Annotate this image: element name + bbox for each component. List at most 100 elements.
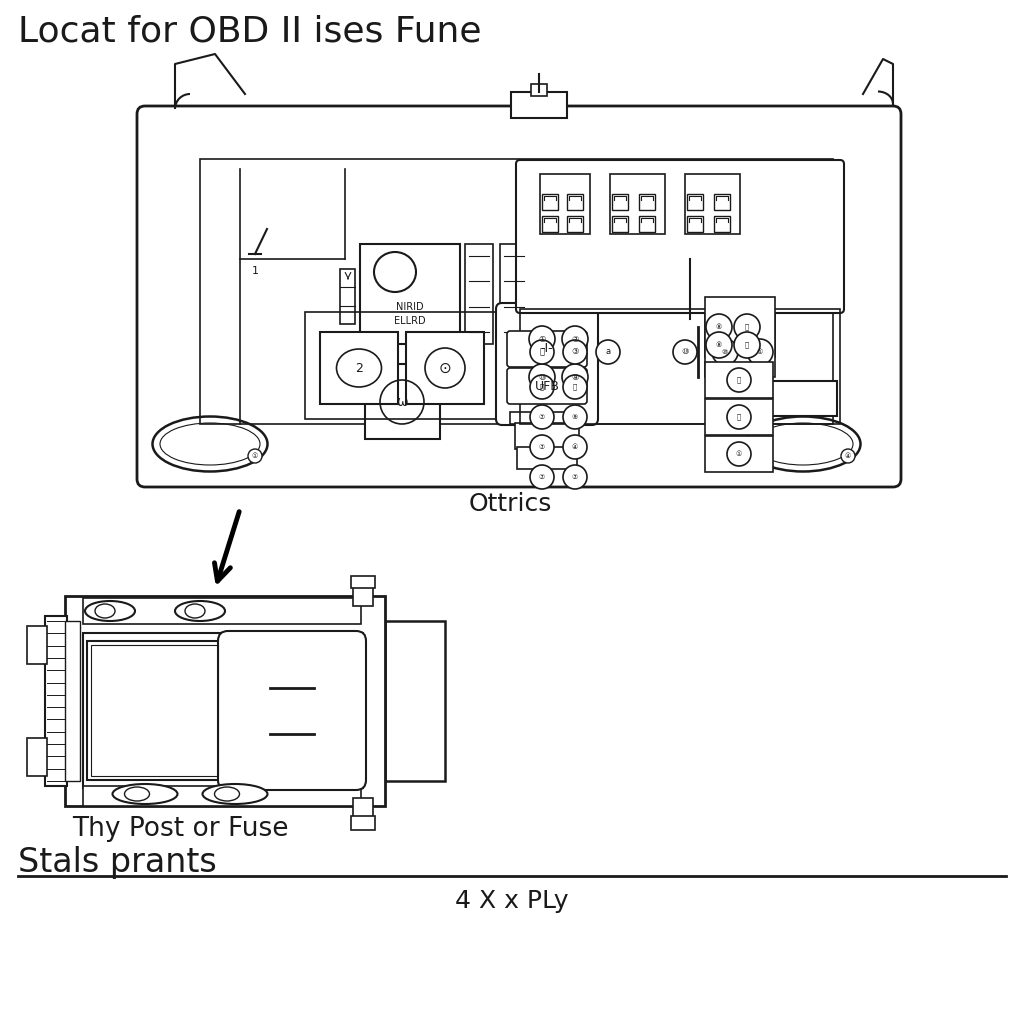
FancyBboxPatch shape: [639, 194, 655, 210]
FancyBboxPatch shape: [705, 362, 773, 398]
FancyBboxPatch shape: [612, 194, 628, 210]
FancyBboxPatch shape: [365, 364, 440, 439]
Circle shape: [706, 332, 732, 358]
Text: ①: ①: [736, 451, 742, 457]
Text: ⑨: ⑨: [571, 414, 579, 420]
FancyBboxPatch shape: [500, 244, 528, 344]
FancyBboxPatch shape: [65, 621, 80, 781]
Circle shape: [563, 375, 587, 399]
FancyBboxPatch shape: [687, 194, 703, 210]
Text: ω: ω: [396, 395, 408, 409]
Circle shape: [727, 406, 751, 429]
FancyBboxPatch shape: [351, 816, 375, 830]
Circle shape: [530, 406, 554, 429]
FancyBboxPatch shape: [540, 174, 590, 234]
Text: -I-: -I-: [541, 341, 553, 354]
Ellipse shape: [214, 787, 240, 801]
FancyBboxPatch shape: [542, 194, 558, 210]
Text: ①: ①: [539, 335, 546, 343]
FancyBboxPatch shape: [705, 315, 775, 357]
FancyBboxPatch shape: [27, 626, 47, 664]
Circle shape: [746, 339, 773, 365]
Text: NIRID
ELLRD: NIRID ELLRD: [394, 302, 426, 326]
Ellipse shape: [113, 784, 177, 804]
FancyBboxPatch shape: [511, 92, 567, 118]
Text: ⑩: ⑩: [722, 349, 728, 355]
Circle shape: [248, 449, 262, 463]
Text: Ottrics: Ottrics: [468, 492, 552, 516]
Text: ①: ①: [757, 349, 763, 355]
Circle shape: [706, 314, 732, 340]
FancyBboxPatch shape: [610, 174, 665, 234]
Text: 1: 1: [252, 266, 258, 276]
Text: ⑦: ⑦: [571, 335, 579, 343]
FancyBboxPatch shape: [87, 641, 222, 780]
FancyBboxPatch shape: [705, 436, 773, 472]
Text: 4 X x PLy: 4 X x PLy: [456, 889, 568, 913]
FancyBboxPatch shape: [772, 381, 837, 416]
FancyBboxPatch shape: [353, 586, 373, 606]
Circle shape: [530, 435, 554, 459]
Text: ⑧: ⑧: [571, 373, 579, 382]
Text: ⑦: ⑦: [539, 444, 545, 450]
Circle shape: [563, 406, 587, 429]
FancyBboxPatch shape: [27, 738, 47, 776]
FancyBboxPatch shape: [507, 368, 587, 404]
FancyBboxPatch shape: [714, 194, 730, 210]
FancyBboxPatch shape: [639, 216, 655, 232]
FancyBboxPatch shape: [360, 244, 460, 344]
FancyBboxPatch shape: [218, 631, 366, 790]
Text: ⑩: ⑩: [681, 347, 689, 356]
Circle shape: [734, 314, 760, 340]
FancyBboxPatch shape: [705, 297, 775, 377]
Text: Locat for OBD II ises Fune: Locat for OBD II ises Fune: [18, 14, 481, 48]
FancyBboxPatch shape: [705, 399, 773, 435]
Text: ⊙: ⊙: [438, 360, 452, 376]
Text: ⑫: ⑫: [744, 342, 750, 348]
FancyBboxPatch shape: [567, 216, 583, 232]
Ellipse shape: [745, 417, 860, 471]
FancyBboxPatch shape: [340, 269, 355, 324]
Circle shape: [596, 340, 620, 364]
Text: ⑫: ⑫: [737, 377, 741, 383]
Text: ④: ④: [845, 453, 851, 459]
Circle shape: [529, 364, 555, 390]
FancyBboxPatch shape: [353, 798, 373, 818]
Ellipse shape: [185, 604, 205, 618]
FancyBboxPatch shape: [65, 596, 385, 806]
Circle shape: [529, 326, 555, 352]
Circle shape: [673, 340, 697, 364]
Text: ⑧: ⑧: [716, 342, 722, 348]
Text: ⑦: ⑦: [571, 474, 579, 480]
FancyBboxPatch shape: [685, 174, 740, 234]
Text: ⑦: ⑦: [539, 414, 545, 420]
FancyBboxPatch shape: [496, 303, 598, 425]
FancyBboxPatch shape: [137, 106, 901, 487]
Circle shape: [712, 339, 738, 365]
FancyBboxPatch shape: [612, 216, 628, 232]
Circle shape: [563, 340, 587, 364]
Circle shape: [530, 465, 554, 489]
Circle shape: [734, 332, 760, 358]
Text: UFB: UFB: [535, 380, 559, 392]
FancyBboxPatch shape: [507, 331, 587, 367]
Text: ③: ③: [571, 347, 579, 356]
Text: ㉒: ㉒: [540, 384, 544, 390]
FancyBboxPatch shape: [516, 160, 844, 313]
Text: ⑫: ⑫: [744, 324, 750, 331]
Ellipse shape: [95, 604, 115, 618]
FancyBboxPatch shape: [542, 216, 558, 232]
FancyBboxPatch shape: [515, 423, 579, 449]
FancyBboxPatch shape: [319, 332, 398, 404]
Text: Thy Post or Fuse: Thy Post or Fuse: [72, 816, 289, 842]
Text: a: a: [605, 347, 610, 356]
Circle shape: [563, 435, 587, 459]
Text: ⑦: ⑦: [539, 474, 545, 480]
Text: ⑩: ⑩: [539, 373, 546, 382]
Ellipse shape: [85, 601, 135, 621]
Ellipse shape: [203, 784, 267, 804]
FancyBboxPatch shape: [567, 194, 583, 210]
Text: ⑫: ⑫: [737, 414, 741, 420]
Circle shape: [727, 442, 751, 466]
Ellipse shape: [175, 601, 225, 621]
